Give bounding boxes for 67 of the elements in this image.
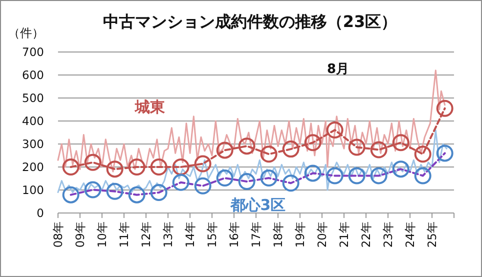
- point: [282, 174, 300, 192]
- point: [326, 121, 344, 138]
- point: [150, 184, 168, 202]
- y-tick-label: 0: [36, 206, 44, 220]
- point: [260, 146, 278, 163]
- y-tick-label: 300: [22, 137, 44, 151]
- x-tick-label: 08年: [51, 221, 65, 248]
- point: [348, 167, 366, 184]
- point: [216, 170, 234, 187]
- x-tick-label: 25年: [425, 221, 439, 248]
- point: [238, 172, 256, 190]
- x-tick-label: 10年: [95, 221, 109, 248]
- chart-title: 中古マンション成約件数の推移（23区）: [102, 12, 398, 31]
- point: [84, 181, 102, 198]
- point: [436, 100, 454, 117]
- point: [128, 186, 146, 204]
- x-tick-label: 22年: [359, 221, 373, 248]
- point: [260, 170, 278, 187]
- point: [62, 158, 80, 176]
- x-tick-label: 09年: [73, 221, 87, 248]
- y-tick-label: 100: [22, 183, 44, 197]
- y-tick-label: 400: [22, 114, 44, 128]
- point: [392, 134, 410, 152]
- x-tick-label: 12年: [139, 221, 153, 248]
- x-tick-label: 19年: [293, 221, 307, 248]
- point: [194, 155, 212, 172]
- point: [194, 177, 212, 194]
- series-label: 都心3区: [229, 196, 286, 214]
- point: [436, 144, 454, 162]
- x-tick-label: 17年: [249, 221, 263, 248]
- point: [414, 146, 432, 163]
- point: [414, 167, 432, 184]
- y-tick-label: 600: [22, 68, 44, 82]
- x-tick-label: 20年: [315, 221, 329, 248]
- x-tick-label: 24年: [403, 221, 417, 248]
- point: [392, 160, 410, 178]
- text: 城東: [134, 98, 166, 116]
- y-tick-label: 500: [22, 91, 44, 105]
- point: [216, 142, 234, 159]
- x-tick-label: 14年: [183, 221, 197, 248]
- y-tick-label: 200: [22, 160, 44, 174]
- y-tick-label: 700: [22, 45, 44, 59]
- point: [304, 134, 322, 152]
- point: [106, 160, 124, 178]
- point: [370, 141, 388, 158]
- point: [150, 158, 168, 176]
- point: [370, 167, 388, 184]
- point: [304, 164, 322, 182]
- point: [348, 138, 366, 156]
- point: [62, 186, 80, 204]
- x-tick-label: 11年: [117, 221, 131, 248]
- point: [172, 158, 190, 176]
- x-tick-label: 15年: [205, 221, 219, 248]
- point: [326, 167, 344, 184]
- point: [282, 140, 300, 158]
- point: [238, 138, 256, 155]
- annotation: 8月: [326, 62, 350, 77]
- point: [84, 154, 102, 171]
- y-axis-title: （件）: [8, 26, 44, 40]
- point: [128, 158, 146, 176]
- point: [172, 174, 190, 191]
- x-tick-label: 23年: [381, 221, 395, 248]
- x-tick-label: 13年: [161, 221, 175, 248]
- point: [106, 182, 124, 200]
- x-tick-label: 16年: [227, 221, 241, 248]
- x-tick-label: 18年: [271, 221, 285, 248]
- x-tick-label: 21年: [337, 221, 351, 248]
